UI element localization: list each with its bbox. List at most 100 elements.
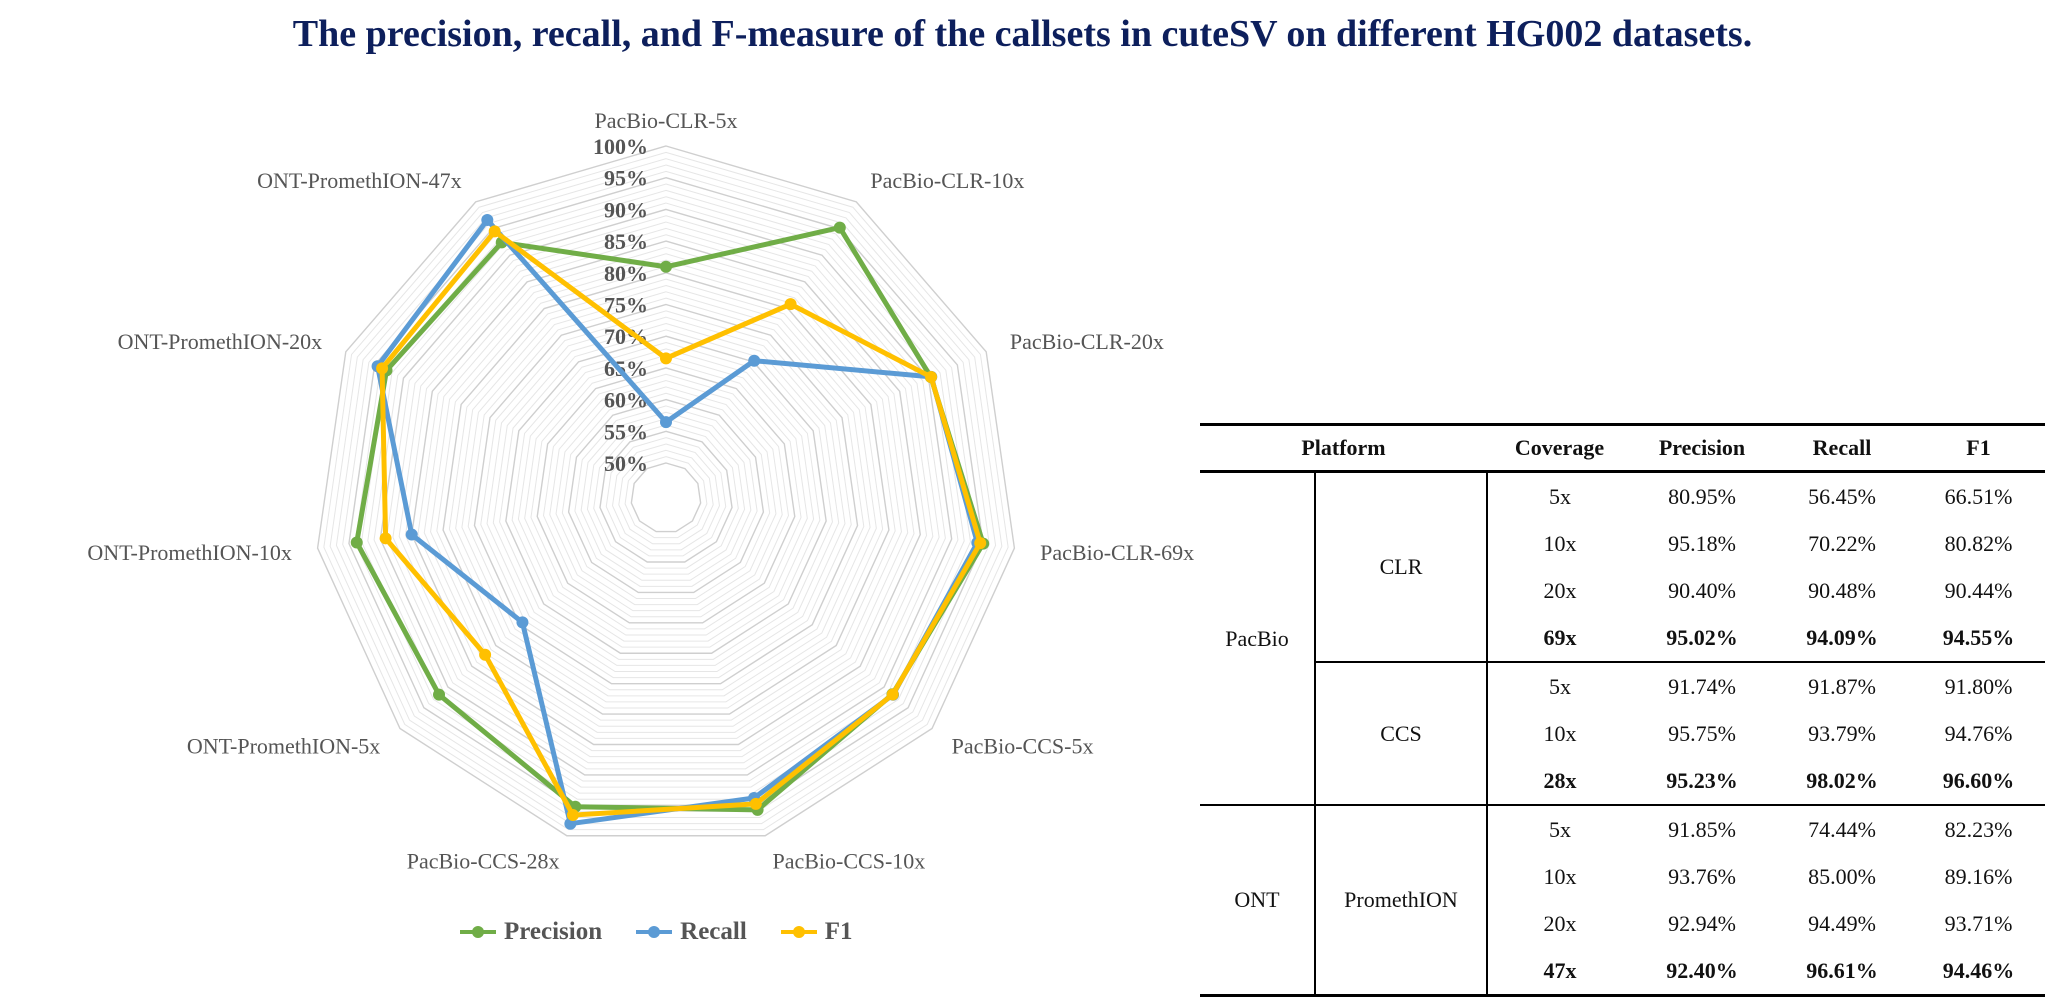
grid-ring	[542, 373, 790, 618]
table-row: 10x 95.75% 93.79% 94.76%	[1200, 710, 2045, 757]
category-label: PacBio-CLR-5x	[595, 108, 738, 133]
grid-ring	[599, 430, 733, 563]
f1-cell: 66.51%	[1944, 483, 2013, 509]
grid-ring	[467, 297, 865, 691]
platform-cell-pacbio: PacBio	[1200, 471, 1316, 806]
data-point-f1	[479, 648, 492, 661]
legend-item-recall: Recall	[636, 918, 747, 946]
data-point-precision	[833, 221, 846, 234]
grid-ring	[461, 291, 871, 697]
data-point-f1	[749, 797, 762, 810]
coverage-cell: 20x	[1543, 910, 1577, 936]
category-label: PacBio-CCS-5x	[952, 734, 1094, 759]
chart-legend: Precision Recall F1	[460, 918, 853, 946]
platform-cell-ont: ONT	[1200, 805, 1316, 997]
category-label: PacBio-CLR-69x	[1040, 540, 1194, 565]
recall-cell: 94.49%	[1808, 910, 1876, 936]
grid-ring	[612, 443, 720, 551]
f1-cell: 94.76%	[1944, 720, 2013, 746]
grid-ring	[536, 367, 796, 624]
recall-cell: 94.09%	[1772, 614, 1912, 663]
legend-swatch-recall	[636, 926, 673, 938]
category-label: ONT-PromethION-5x	[187, 734, 381, 759]
legend-item-precision: Precision	[460, 918, 602, 946]
grid-ring	[517, 348, 815, 642]
header-platform: Platform	[1200, 423, 1487, 473]
axis-tick-label: 50%	[604, 451, 648, 476]
data-point-f1	[784, 298, 797, 311]
precision-cell: 91.74%	[1668, 673, 1736, 699]
coverage-cell: 5x	[1549, 483, 1571, 509]
category-label: ONT-PromethION-20x	[118, 329, 323, 354]
data-point-f1	[379, 532, 392, 545]
data-point-f1	[488, 225, 501, 238]
axis-tick-label: 55%	[604, 419, 648, 444]
category-label: ONT-PromethION-47x	[257, 168, 462, 193]
coverage-cell: 20x	[1543, 577, 1577, 603]
precision-cell: 93.76%	[1668, 863, 1736, 889]
grid-ring	[574, 405, 758, 587]
data-point-recall	[660, 416, 672, 429]
category-label: PacBio-CLR-10x	[870, 168, 1024, 193]
page-title: The precision, recall, and F-measure of …	[292, 13, 1753, 55]
grid-ring	[436, 265, 896, 721]
precision-cell: 80.95%	[1668, 483, 1736, 509]
grid-ring	[316, 145, 1016, 837]
grid-ring	[448, 278, 884, 709]
series-line-f1	[379, 228, 983, 818]
grid-ring	[605, 437, 727, 557]
results-table: Platform Coverage Precision Recall F1 Pa…	[1200, 423, 2045, 997]
f1-cell: 90.44%	[1944, 577, 2013, 603]
data-point-f1	[925, 370, 938, 383]
grid-ring	[549, 380, 783, 612]
tech-cell-promethion: PromethION	[1315, 805, 1488, 997]
grid-ring	[367, 196, 965, 788]
grid-ring	[593, 424, 739, 569]
f1-cell: 91.80%	[1944, 673, 2013, 699]
grid-ring	[624, 456, 708, 539]
data-point-f1	[566, 809, 579, 822]
precision-cell: 95.02%	[1632, 614, 1772, 663]
data-point-f1	[974, 537, 987, 550]
table-row: CCS 5x 91.74% 91.87% 91.80%	[1200, 662, 2045, 806]
data-point-recall	[516, 616, 529, 629]
recall-cell: 93.79%	[1808, 720, 1876, 746]
coverage-cell: 5x	[1549, 816, 1571, 842]
recall-cell: 74.44%	[1808, 816, 1876, 842]
coverage-cell: 28x	[1487, 757, 1632, 806]
grid-ring	[480, 310, 852, 679]
table-row: 10x 93.76% 85.00% 89.16%	[1200, 853, 2045, 900]
recall-cell: 56.45%	[1808, 483, 1876, 509]
axis-tick-label: 90%	[604, 197, 648, 222]
precision-cell: 90.40%	[1668, 577, 1736, 603]
grid-ring	[486, 316, 846, 672]
category-label: PacBio-CCS-28x	[407, 849, 560, 874]
grid-ring	[499, 329, 833, 660]
tech-cell-ccs: CCS	[1315, 662, 1488, 806]
data-point-recall	[481, 213, 494, 226]
grid-ring	[430, 259, 902, 727]
precision-cell: 95.23%	[1632, 757, 1772, 806]
legend-label-f1: F1	[824, 918, 853, 945]
recall-cell: 90.48%	[1808, 577, 1876, 603]
recall-cell: 85.00%	[1808, 863, 1876, 889]
coverage-cell: 5x	[1549, 673, 1571, 699]
grid-ring	[580, 411, 752, 581]
grid-ring	[505, 335, 827, 654]
grid-ring	[618, 449, 714, 545]
grid-ring	[555, 386, 777, 606]
grid-ring	[511, 342, 821, 648]
data-point-f1	[660, 352, 672, 365]
recall-cell: 96.61%	[1772, 947, 1912, 997]
data-point-precision	[350, 536, 363, 549]
legend-label-recall: Recall	[680, 918, 747, 945]
grid-ring	[386, 215, 946, 770]
f1-cell: 80.82%	[1944, 530, 2013, 556]
coverage-cell: 10x	[1543, 530, 1577, 556]
legend-swatch-f1	[780, 926, 817, 938]
data-point-f1	[886, 688, 899, 701]
grid-ring	[398, 227, 934, 758]
axis-tick-label: 100%	[593, 134, 648, 159]
f1-cell: 94.46%	[1912, 947, 2045, 997]
table-row: 69x 95.02% 94.09% 94.55%	[1200, 614, 2045, 663]
